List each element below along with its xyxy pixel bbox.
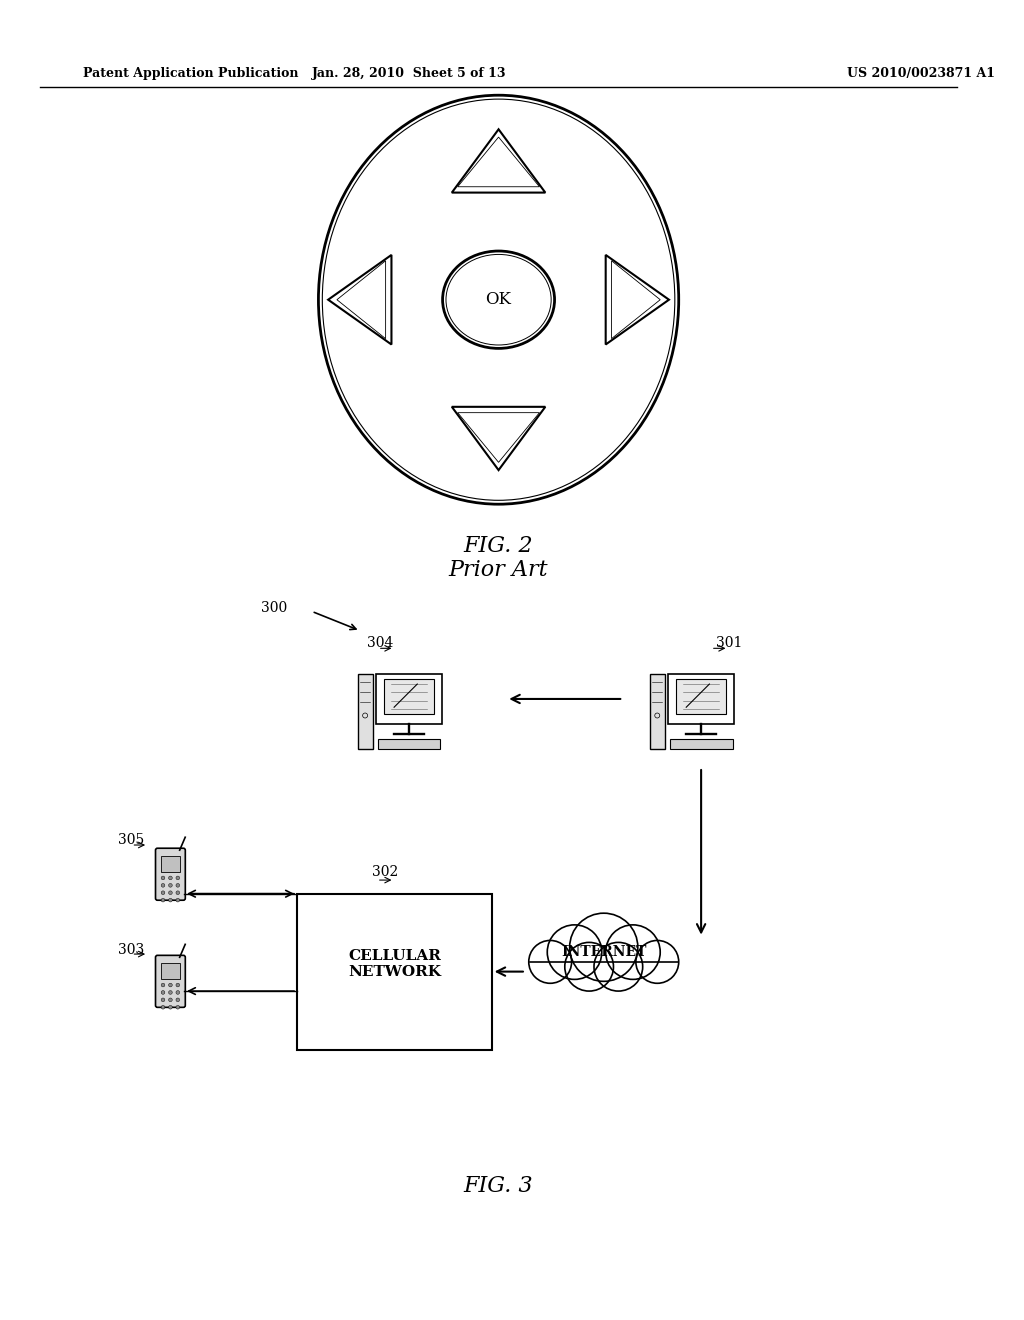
Circle shape: [169, 883, 172, 887]
Text: CELLULAR
NETWORK: CELLULAR NETWORK: [348, 949, 441, 979]
Circle shape: [169, 990, 172, 994]
Text: Patent Application Publication: Patent Application Publication: [83, 67, 298, 81]
Circle shape: [161, 876, 165, 879]
Circle shape: [176, 891, 179, 895]
Circle shape: [161, 899, 165, 902]
Circle shape: [161, 1006, 165, 1008]
Circle shape: [594, 942, 643, 991]
Circle shape: [636, 940, 679, 983]
FancyBboxPatch shape: [161, 855, 179, 873]
FancyBboxPatch shape: [670, 739, 732, 748]
FancyBboxPatch shape: [650, 675, 665, 748]
FancyBboxPatch shape: [297, 894, 492, 1049]
FancyBboxPatch shape: [668, 675, 734, 723]
Circle shape: [169, 891, 172, 895]
Text: 300: 300: [261, 602, 288, 615]
Circle shape: [161, 891, 165, 895]
FancyBboxPatch shape: [156, 956, 185, 1007]
Circle shape: [528, 940, 571, 983]
Circle shape: [169, 1006, 172, 1008]
Circle shape: [176, 1006, 179, 1008]
Circle shape: [161, 883, 165, 887]
Text: 305: 305: [118, 833, 144, 847]
Circle shape: [565, 942, 613, 991]
Text: 302: 302: [372, 866, 397, 879]
Text: FIG. 2: FIG. 2: [464, 535, 534, 557]
Circle shape: [176, 876, 179, 879]
Text: US 2010/0023871 A1: US 2010/0023871 A1: [847, 67, 995, 81]
Circle shape: [169, 899, 172, 902]
Circle shape: [547, 925, 602, 979]
FancyBboxPatch shape: [676, 678, 726, 714]
FancyBboxPatch shape: [378, 739, 440, 748]
Text: 303: 303: [118, 944, 144, 957]
FancyBboxPatch shape: [357, 675, 373, 748]
Circle shape: [176, 983, 179, 987]
Circle shape: [169, 876, 172, 879]
Text: Prior Art: Prior Art: [449, 560, 549, 581]
FancyBboxPatch shape: [156, 849, 185, 900]
Circle shape: [569, 913, 638, 981]
Text: INTERNET: INTERNET: [561, 945, 646, 960]
Circle shape: [161, 998, 165, 1002]
Circle shape: [161, 983, 165, 987]
Text: 304: 304: [367, 636, 393, 651]
Circle shape: [169, 983, 172, 987]
Circle shape: [176, 990, 179, 994]
Circle shape: [169, 998, 172, 1002]
Circle shape: [176, 883, 179, 887]
Circle shape: [605, 925, 660, 979]
Text: FIG. 3: FIG. 3: [464, 1175, 534, 1197]
Text: OK: OK: [485, 292, 512, 308]
FancyBboxPatch shape: [376, 675, 442, 723]
FancyBboxPatch shape: [384, 678, 434, 714]
Text: 301: 301: [716, 636, 742, 651]
Text: Jan. 28, 2010  Sheet 5 of 13: Jan. 28, 2010 Sheet 5 of 13: [311, 67, 506, 81]
FancyBboxPatch shape: [161, 962, 179, 979]
Circle shape: [161, 990, 165, 994]
Circle shape: [176, 998, 179, 1002]
Circle shape: [176, 899, 179, 902]
